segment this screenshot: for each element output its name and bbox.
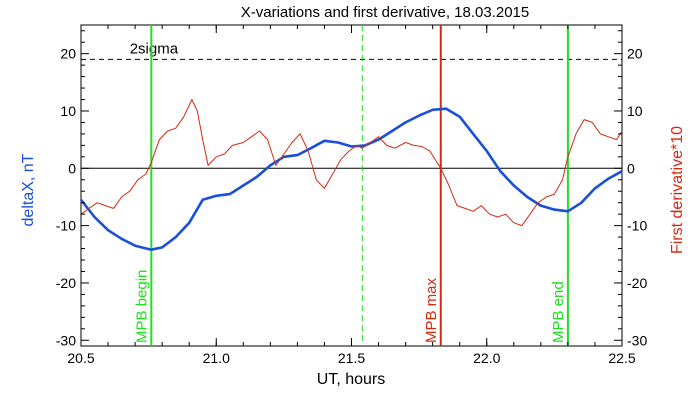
- x-tick-label-3: 22.0: [473, 350, 500, 366]
- y-tick-label-right-4: -20: [627, 275, 647, 291]
- y-tick-label-right-0: 20: [627, 46, 643, 62]
- x-tick-label-4: 22.5: [608, 350, 635, 366]
- series-deltax-line: [79, 107, 623, 251]
- y-tick-label-left-4: -20: [56, 275, 76, 291]
- y-tick-label-left-3: -10: [56, 218, 76, 234]
- vertical-markers: MPB begin MPB max MPB end: [133, 25, 569, 346]
- chart-title: X-variations and first derivative, 18.03…: [241, 4, 530, 21]
- plot-frame: [80, 24, 623, 347]
- y-tick-label-right-3: -10: [627, 218, 647, 234]
- plot-area: [80, 24, 623, 347]
- y-tick-label-left-2: 0: [68, 160, 76, 176]
- y-tick-label-right-1: 10: [627, 103, 643, 119]
- series-derivative-line: [80, 99, 623, 227]
- y-axis-title-left: deltaX, nT: [20, 153, 37, 226]
- reference-lines: 2sigma: [81, 40, 622, 169]
- x-tick-label-0: 20.5: [67, 350, 94, 366]
- y-tick-label-right-2: 0: [627, 160, 635, 176]
- y-tick-label-left-5: -30: [56, 332, 76, 348]
- series-layer: [79, 99, 623, 251]
- x-tick-label-2: 21.5: [338, 350, 365, 366]
- y-axis-right: 20 10 0 -10 -20 -30: [614, 30, 647, 348]
- x-axis-title: UT, hours: [317, 371, 385, 388]
- marker-label-0: MPB begin: [133, 270, 150, 343]
- marker-label-2: MPB max: [423, 277, 440, 343]
- y-tick-label-right-5: -30: [627, 332, 647, 348]
- x-tick-label-1: 21.0: [203, 350, 230, 366]
- y-axis-title-right: First derivative*10: [669, 126, 686, 254]
- y-tick-label-left-0: 20: [60, 46, 76, 62]
- marker-label-3: MPB end: [550, 281, 567, 343]
- y-tick-label-left-1: 10: [60, 103, 76, 119]
- sigma-label: 2sigma: [130, 40, 179, 57]
- y-axis-left: 20 10 0 -10 -20 -30: [56, 30, 89, 348]
- x-axis: 20.5 21.0 21.5 22.0 22.5: [67, 25, 636, 366]
